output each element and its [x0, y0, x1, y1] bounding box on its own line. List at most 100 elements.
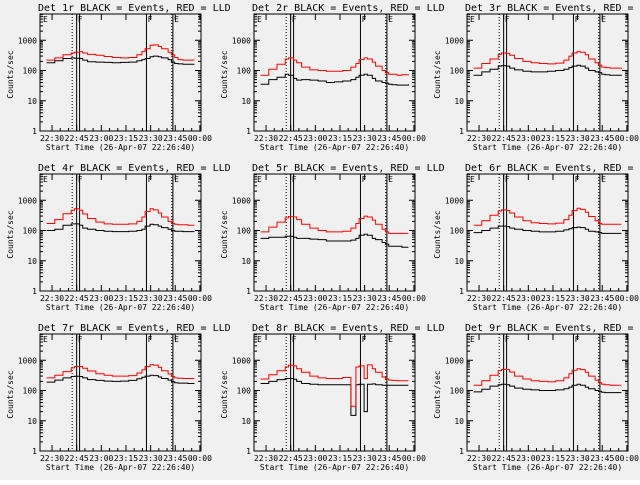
y-tick-label: 1 — [459, 447, 464, 456]
panel-2: Det 2r BLACK = Events, RED = LLD 1 10 100 10… — [220, 3, 445, 152]
y-tick-label: 10 — [454, 97, 464, 106]
x-tick-label: 23:45 — [163, 134, 187, 143]
x-tick-label: 23:00 — [89, 454, 113, 463]
x-tick-label: 23:30 — [566, 294, 590, 303]
x-tick-label: 22:45 — [65, 294, 89, 303]
panel-title: Det 4r BLACK = Events, RED = LLD — [38, 163, 231, 174]
plot-frame — [39, 13, 202, 132]
x-tick-label: 23:30 — [566, 134, 590, 143]
y-tick-label: 1000 — [18, 356, 37, 365]
marker-flag-label: F — [78, 175, 83, 184]
y-tick-label: 1 — [246, 447, 251, 456]
y-axis-label: Counts/sec — [6, 370, 15, 418]
x-tick-label: 00:00 — [402, 294, 426, 303]
x-axis-label: Start Time (26-Apr-07 22:26:40) — [46, 143, 195, 152]
x-axis-label: Start Time (26-Apr-07 22:26:40) — [473, 303, 622, 312]
x-tick-label: 23:30 — [139, 294, 163, 303]
x-tick-label: 23:45 — [163, 294, 187, 303]
x-tick-label: 22:45 — [65, 454, 89, 463]
marker-flag-label: E — [43, 335, 48, 344]
marker-flag-label: F — [148, 335, 153, 344]
panel-title: Det 1r BLACK = Events, RED = LLD — [38, 3, 231, 14]
panel-title: Det 2r BLACK = Events, RED = LLD — [252, 3, 445, 14]
x-tick-label: 22:45 — [492, 294, 516, 303]
y-tick-label: 100 — [237, 227, 252, 236]
events-series-line — [46, 374, 195, 384]
y-tick-label: 10 — [241, 417, 251, 426]
marker-flag-label: E — [470, 15, 475, 24]
panel-title: Det 8r BLACK = Events, RED = LLD — [252, 323, 445, 334]
marker-flag-label: F — [575, 15, 580, 24]
y-tick-label: 10 — [454, 417, 464, 426]
x-tick-label: 23:00 — [303, 454, 327, 463]
events-series-line — [473, 225, 622, 234]
x-tick-label: 00:00 — [188, 454, 212, 463]
marker-flag-label: F — [78, 335, 83, 344]
marker-flag-label: E — [257, 335, 262, 344]
y-tick-label: 10 — [27, 257, 37, 266]
x-tick-label: 00:00 — [188, 134, 212, 143]
x-tick-label: 22:30 — [254, 454, 278, 463]
x-tick-label: 23:00 — [89, 294, 113, 303]
lld-series-line — [46, 364, 195, 379]
x-tick-label: 22:30 — [467, 134, 491, 143]
x-tick-label: 22:30 — [40, 454, 64, 463]
lld-series-line — [260, 57, 409, 76]
y-axis-label: Counts/sec — [220, 370, 229, 418]
marker-flag-label: E — [388, 335, 393, 344]
y-tick-label: 1000 — [18, 36, 37, 45]
x-tick-label: 23:00 — [516, 134, 540, 143]
marker-flag-label: F — [505, 15, 510, 24]
x-tick-label: 23:30 — [353, 134, 377, 143]
x-tick-label: 23:30 — [353, 454, 377, 463]
marker-flag-label: F — [505, 175, 510, 184]
panel-title: Det 3r BLACK = Events, RED = LLD — [465, 3, 640, 14]
x-tick-label: 23:15 — [114, 294, 138, 303]
marker-flag-label: F — [575, 335, 580, 344]
x-tick-label: 23:15 — [328, 294, 352, 303]
panel-5: Det 5r BLACK = Events, RED = LLD 1 10 100 10… — [220, 163, 445, 312]
marker-flag-label: F — [148, 15, 153, 24]
marker-flag-label: F — [78, 15, 83, 24]
y-tick-label: 10 — [241, 97, 251, 106]
y-tick-label: 1000 — [445, 356, 464, 365]
y-tick-label: 100 — [450, 67, 465, 76]
lld-series-line — [473, 368, 622, 386]
y-tick-label: 100 — [450, 387, 465, 396]
marker-flag-label: E — [43, 175, 48, 184]
x-tick-label: 23:00 — [89, 134, 113, 143]
y-tick-label: 100 — [23, 67, 38, 76]
marker-flag-label: E — [470, 175, 475, 184]
marker-flag-label: E — [257, 175, 262, 184]
y-tick-label: 100 — [450, 227, 465, 236]
x-tick-label: 23:15 — [541, 294, 565, 303]
plot-frame — [466, 333, 629, 452]
y-tick-label: 1000 — [232, 356, 251, 365]
plot-frame — [39, 173, 202, 292]
panel-3: Det 3r BLACK = Events, RED = LLD 1 10 100 10… — [433, 3, 640, 152]
x-tick-label: 23:15 — [328, 134, 352, 143]
marker-flag-label: E — [601, 335, 606, 344]
events-series-line — [46, 223, 195, 233]
x-tick-label: 22:45 — [492, 134, 516, 143]
x-tick-label: 23:00 — [516, 294, 540, 303]
x-tick-label: 23:15 — [328, 454, 352, 463]
marker-flag-label: E — [601, 175, 606, 184]
x-tick-label: 22:30 — [254, 294, 278, 303]
x-axis-label: Start Time (26-Apr-07 22:26:40) — [46, 463, 195, 472]
x-tick-label: 00:00 — [615, 134, 639, 143]
marker-flag-label: F — [148, 175, 153, 184]
y-tick-label: 1000 — [18, 196, 37, 205]
x-axis-label: Start Time (26-Apr-07 22:26:40) — [260, 463, 409, 472]
lld-series-line — [46, 44, 195, 61]
y-tick-label: 100 — [23, 387, 38, 396]
y-tick-label: 1000 — [232, 36, 251, 45]
x-axis-label: Start Time (26-Apr-07 22:26:40) — [473, 463, 622, 472]
x-tick-label: 23:45 — [590, 454, 614, 463]
x-tick-label: 23:45 — [590, 134, 614, 143]
y-tick-label: 1 — [246, 287, 251, 296]
panel-8: Det 8r BLACK = Events, RED = LLD 1 10 100 10… — [220, 323, 445, 472]
x-tick-label: 23:00 — [303, 294, 327, 303]
events-series-line — [260, 73, 409, 86]
